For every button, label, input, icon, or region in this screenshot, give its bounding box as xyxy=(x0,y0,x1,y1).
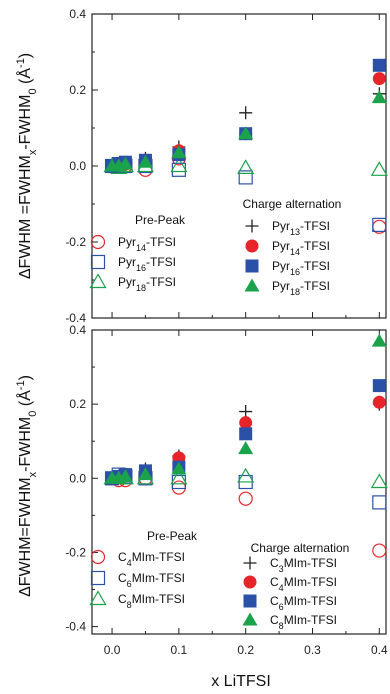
legend-entry: Pyr16-TFSI xyxy=(118,255,176,273)
data-point xyxy=(237,467,255,483)
legend-entry: Pyr18-TFSI xyxy=(118,275,176,293)
legend-entry: C8MIm-TFSI xyxy=(118,592,185,610)
legend-entry: C4MIm-TFSI xyxy=(270,575,337,593)
data-point xyxy=(237,159,255,174)
data-point xyxy=(371,333,387,347)
legend-entry: C8MIm-TFSI xyxy=(270,613,337,631)
legend-marker xyxy=(242,612,258,626)
legend-title-charge-alternation: Charge alternation xyxy=(243,197,342,211)
data-point xyxy=(372,217,387,232)
y-tick-label: 0.0 xyxy=(69,471,86,485)
data-point xyxy=(170,469,188,485)
data-point xyxy=(238,170,253,185)
legend-marker xyxy=(243,556,257,570)
data-point xyxy=(238,126,254,140)
y-tick-label: 0.0 xyxy=(69,159,86,173)
data-point xyxy=(238,491,253,506)
data-point xyxy=(171,145,187,159)
y-tick-label: -0.2 xyxy=(65,235,86,249)
legend-entry: C3MIm-TFSI xyxy=(270,556,337,574)
legend-title-prepeak: Pre-Peak xyxy=(147,529,198,543)
x-tick-label: 0.1 xyxy=(171,643,188,657)
legend-marker xyxy=(90,234,106,250)
legend-entry: C6MIm-TFSI xyxy=(270,594,337,612)
legend-entry: Pyr14-TFSI xyxy=(118,235,176,253)
data-point xyxy=(372,72,386,86)
panel-bottom: -0.4 -0.2 0.0 0.2 0.4 0.0 0.1 0.2 0.3 0.4 ΔFWHM=FW… xyxy=(15,323,388,657)
data-point xyxy=(238,441,254,455)
y-tick-label: 0.4 xyxy=(69,7,86,21)
data-point xyxy=(372,495,387,510)
legend-title-charge-alternation: Charge alternation xyxy=(251,541,350,555)
data-point xyxy=(171,480,186,495)
data-point xyxy=(137,467,153,481)
data-point xyxy=(370,161,388,176)
panel-top: -0.4 -0.2 0.0 0.2 0.4 ΔFWHM =FWHMx-FWHM0 (Å-1… xyxy=(15,7,388,325)
legend-marker xyxy=(243,594,257,608)
data-point xyxy=(372,58,386,72)
legend-marker xyxy=(89,273,107,289)
x-axis-label: x LiTFSI xyxy=(211,673,271,690)
data-point xyxy=(370,473,388,489)
legend-title-prepeak: Pre-Peak xyxy=(135,213,186,227)
legend-marker xyxy=(245,219,259,233)
x-tick-label: 0.3 xyxy=(304,643,321,657)
legend-entry: Pyr13-TFSI xyxy=(272,219,330,237)
legend-marker xyxy=(245,259,259,273)
legend-entry: Pyr14-TFSI xyxy=(272,239,330,257)
x-tick-label: 0.0 xyxy=(104,643,121,657)
legend-entry: C6MIm-TFSI xyxy=(118,571,185,589)
data-point xyxy=(137,154,153,168)
data-point xyxy=(372,395,386,409)
y-tick-label: 0.4 xyxy=(69,323,86,337)
legend-marker xyxy=(89,590,107,606)
data-point xyxy=(170,157,188,173)
y-tick-label: -0.4 xyxy=(65,311,86,325)
data-point xyxy=(239,427,253,441)
plot-frame xyxy=(91,329,387,635)
data-point xyxy=(372,543,387,558)
y-axis-label: ΔFWHM =FWHMx-FWHM0 (Å-1) xyxy=(15,53,39,279)
data-point xyxy=(372,379,386,393)
legend-marker xyxy=(90,570,106,586)
x-tick-label: 0.4 xyxy=(371,643,388,657)
legend-marker xyxy=(90,254,106,270)
series-ca-pyr18 xyxy=(104,90,387,172)
data-point xyxy=(171,461,187,475)
data-point xyxy=(117,468,133,482)
y-tick-label: 0.2 xyxy=(69,83,86,97)
data-point xyxy=(371,90,387,104)
legend-marker xyxy=(244,278,260,292)
legend-entry: Pyr18-TFSI xyxy=(272,279,330,297)
y-axis-label: ΔFWHM=FWHMx-FWHM0 (Å-1) xyxy=(15,375,39,597)
y-tick-label: -0.2 xyxy=(65,545,86,559)
y-tick-label: -0.4 xyxy=(65,620,86,634)
data-point xyxy=(239,106,253,120)
data-point xyxy=(239,405,253,419)
legend-marker xyxy=(90,549,106,565)
legend-entry: Pyr16-TFSI xyxy=(272,259,330,277)
x-tick-label: 0.2 xyxy=(237,643,254,657)
data-point xyxy=(171,474,186,490)
series-ca-c8 xyxy=(104,333,387,484)
data-point xyxy=(117,156,133,170)
legend-marker xyxy=(245,239,259,253)
legend-entry: C4MIm-TFSI xyxy=(118,550,185,568)
y-tick-label: 0.2 xyxy=(69,397,86,411)
data-point xyxy=(239,416,253,430)
legend-marker xyxy=(243,575,257,589)
